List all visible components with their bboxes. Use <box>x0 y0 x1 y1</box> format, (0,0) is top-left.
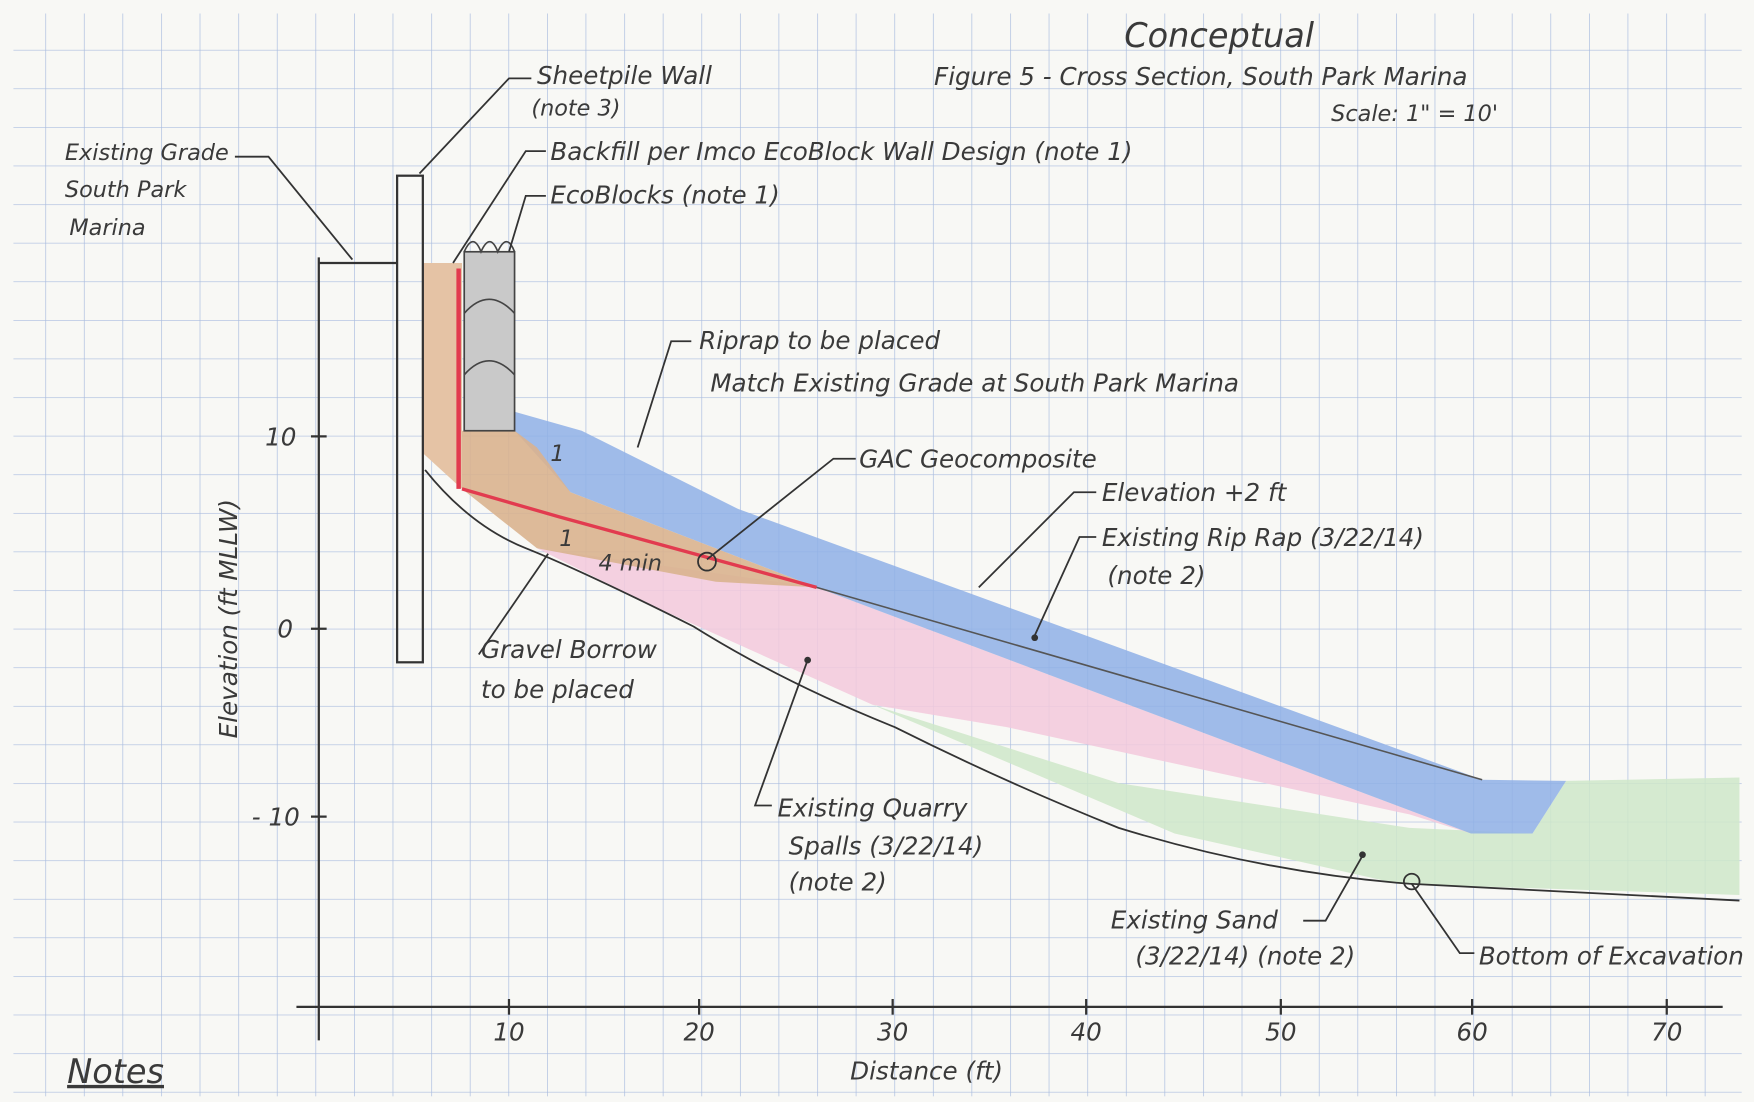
leader-marker <box>804 657 811 664</box>
annotation: 4 min <box>598 551 662 577</box>
y-tick-label: 10 <box>265 422 296 451</box>
x-tick-label: 60 <box>1456 1017 1487 1046</box>
scale-label: Scale: 1" = 10' <box>1331 101 1498 127</box>
annotation: Existing Sand <box>1111 906 1279 935</box>
annotation: (3/22/14) (note 2) <box>1135 941 1355 970</box>
slope-label: 1 <box>559 526 573 552</box>
annotation: Existing Rip Rap (3/22/14) <box>1102 523 1424 552</box>
annotation: to be placed <box>481 675 634 704</box>
annotation: (note 2) <box>789 868 887 897</box>
y-axis-label: Elevation (ft MLLW) <box>214 499 243 738</box>
x-tick-label: 50 <box>1265 1017 1296 1046</box>
annotation: Elevation +2 ft <box>1102 478 1288 507</box>
annotation: Existing Quarry <box>777 794 967 823</box>
annotation: Sheetpile Wall <box>537 61 712 90</box>
cross-section-diagram: 10 20 30 40 50 60 70 10 0 - 10 Distance … <box>0 0 1754 1102</box>
x-tick-label: 20 <box>683 1017 714 1046</box>
annotation: Riprap to be placed <box>699 326 940 355</box>
x-axis-label: Distance (ft) <box>850 1057 1003 1086</box>
x-tick-label: 10 <box>493 1017 524 1046</box>
leader-marker <box>1031 634 1038 641</box>
x-tick-label: 70 <box>1651 1017 1682 1046</box>
annotation: GAC Geocomposite <box>859 445 1097 474</box>
y-tick-label: - 10 <box>252 803 300 832</box>
annotation: Spalls (3/22/14) <box>789 832 984 861</box>
notes-heading: Notes <box>67 1052 164 1091</box>
backfill <box>423 263 462 489</box>
x-tick-label: 40 <box>1071 1017 1102 1046</box>
annotation: Match Existing Grade at South Park Marin… <box>710 369 1239 398</box>
annotation: Gravel Borrow <box>481 635 658 664</box>
annotation: EcoBlocks (note 1) <box>550 181 779 210</box>
x-tick-label: 30 <box>877 1017 908 1046</box>
annotation: (note 3) <box>531 95 620 121</box>
leader-marker <box>1359 851 1366 858</box>
graph-grid <box>13 14 1741 1097</box>
annotation: (note 2) <box>1107 561 1205 590</box>
ecoblocks <box>464 252 514 431</box>
annotation: Backfill per Imco EcoBlock Wall Design (… <box>550 137 1132 166</box>
slope-label: 1 <box>550 441 564 467</box>
annotation: Existing Grade <box>65 140 229 166</box>
annotation: Marina <box>69 215 145 241</box>
figure-title: Figure 5 - Cross Section, South Park Mar… <box>934 62 1467 91</box>
annotation: Bottom of Excavation <box>1479 941 1744 970</box>
annotation: South Park <box>65 177 187 203</box>
conceptual-stamp: Conceptual <box>1124 16 1315 55</box>
y-tick-label: 0 <box>277 615 293 644</box>
